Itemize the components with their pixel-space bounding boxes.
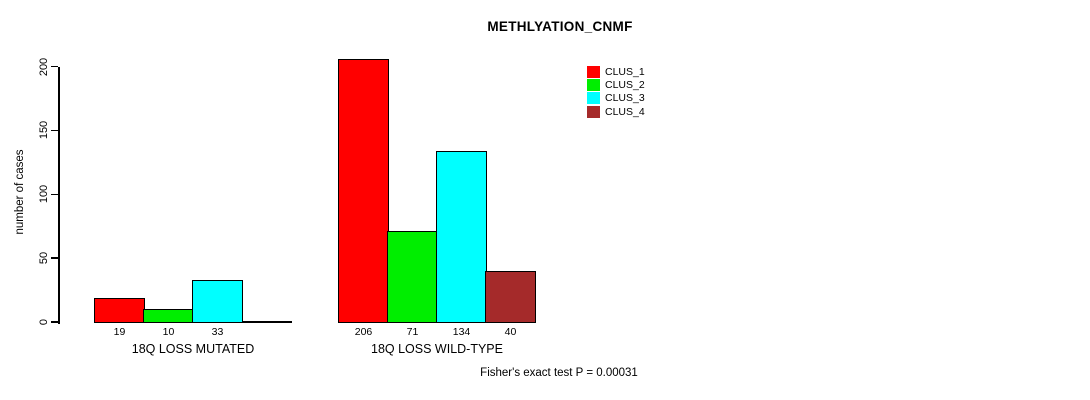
y-tick-label: 100 [38, 185, 50, 204]
legend-swatch [587, 92, 600, 105]
legend-swatch [587, 78, 600, 91]
legend-item-label: CLUS_2 [605, 78, 645, 91]
y-axis-label: number of cases [14, 149, 26, 235]
legend-item-label: CLUS_1 [605, 65, 645, 78]
y-tick [51, 65, 58, 68]
bar-value-label: 71 [406, 326, 419, 338]
y-tick [51, 257, 58, 259]
y-tick [51, 321, 58, 323]
group-label: 18Q LOSS MUTATED [131, 341, 255, 356]
bar-value-label: 33 [211, 326, 224, 338]
legend-item: CLUS_1 [587, 65, 645, 78]
legend: CLUS_1 CLUS_2 CLUS_3 CLUS_4 [587, 65, 645, 120]
bar [94, 297, 145, 323]
chart-title: METHLYATION_CNMF [487, 19, 633, 34]
y-tick-label: 200 [38, 57, 50, 76]
bar [192, 279, 243, 323]
legend-swatch [587, 65, 600, 78]
legend-swatch [587, 105, 600, 118]
legend-item-label: CLUS_4 [605, 105, 645, 118]
bar [485, 270, 536, 323]
y-axis-line [58, 66, 60, 324]
y-tick-label: 150 [38, 121, 50, 140]
legend-item: CLUS_2 [587, 78, 645, 91]
bar [338, 58, 389, 323]
y-tick-label: 50 [38, 252, 50, 265]
bar [387, 231, 438, 323]
legend-item-label: CLUS_3 [605, 92, 645, 105]
pvalue-annotation: Fisher's exact test P = 0.00031 [480, 367, 638, 379]
y-tick [51, 193, 58, 195]
legend-item: CLUS_3 [587, 92, 645, 105]
bar-value-label: 40 [504, 326, 517, 338]
legend-item: CLUS_4 [587, 105, 645, 118]
bar [143, 309, 194, 323]
bar [436, 150, 487, 323]
y-tick [51, 129, 58, 132]
bar-value-label: 206 [354, 326, 373, 338]
group-label: 18Q LOSS WILD-TYPE [371, 341, 503, 356]
bar-value-label: 134 [452, 326, 471, 338]
bar-value-label: 10 [162, 326, 175, 338]
y-tick-label: 0 [38, 318, 50, 326]
bar-value-label: 19 [113, 326, 126, 338]
